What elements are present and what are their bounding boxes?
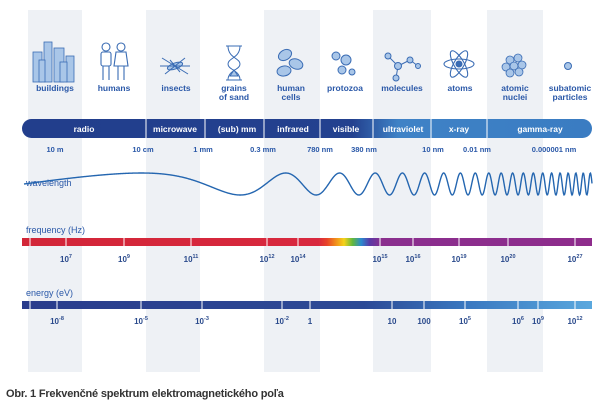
frequency-tick-label: 1027 bbox=[567, 254, 582, 264]
wavelength-tick-label: 1 mm bbox=[193, 145, 213, 154]
frequency-tick-label: 1019 bbox=[451, 254, 466, 264]
insect-icon bbox=[160, 57, 190, 75]
frequency-ticks: 107 109 1011 1012 1014 1015 1016 1019 1020 1027 bbox=[60, 254, 583, 264]
hourglass-icon bbox=[226, 45, 242, 81]
frequency-tick-label: 1011 bbox=[184, 254, 199, 264]
band-dividers bbox=[145, 119, 488, 138]
frequency-tick-label: 1015 bbox=[372, 254, 387, 264]
wavelength-ticks: 10 m 10 cm 1 mm 0.3 mm 780 nm 380 nm 10 nm 0.01… bbox=[46, 145, 576, 154]
wavelength-tick-label: 10 m bbox=[46, 145, 63, 154]
frequency-tick-label: 1012 bbox=[259, 254, 274, 264]
spectrum-figure: buildings humans insects grains of sand human… bbox=[22, 10, 593, 372]
object-label: grains of sand bbox=[219, 83, 249, 102]
molecule-icon bbox=[384, 52, 421, 82]
wavelength-tick-label: 0.000001 nm bbox=[532, 145, 577, 154]
band-bar-fill bbox=[22, 119, 592, 138]
wavelength-label: wavelength bbox=[25, 178, 72, 188]
protozoa-icon bbox=[331, 51, 356, 76]
wavelength-tick-label: 0.3 mm bbox=[250, 145, 276, 154]
energy-tick-label: 106 bbox=[512, 316, 524, 326]
frequency-label: frequency (Hz) bbox=[26, 225, 85, 235]
frequency-tick-label: 1014 bbox=[290, 254, 306, 264]
band-label: infrared bbox=[277, 124, 309, 134]
object-label: insects bbox=[161, 83, 191, 93]
energy-marks bbox=[29, 301, 576, 309]
band-label: ultraviolet bbox=[383, 124, 424, 134]
band-labels: radio microwave (sub) mm infrared visible ult… bbox=[74, 124, 563, 134]
frequency-tick-label: 1020 bbox=[500, 254, 515, 264]
band-bar: radio microwave (sub) mm infrared visible ult… bbox=[22, 119, 592, 138]
frequency-marks bbox=[29, 238, 576, 246]
object-labels: buildings humans insects grains of sand human… bbox=[36, 83, 591, 102]
band-label: visible bbox=[333, 124, 360, 134]
energy-tick-label: 10-3 bbox=[195, 316, 209, 326]
energy-label: energy (eV) bbox=[26, 288, 73, 298]
column-bg bbox=[146, 10, 200, 372]
energy-tick-label: 10-5 bbox=[134, 316, 148, 326]
energy-tick-label: 1 bbox=[308, 317, 313, 326]
wavelength-wave bbox=[23, 171, 593, 197]
figure-caption: Obr. 1 Frekvenčné spektrum elektromagnet… bbox=[6, 388, 284, 400]
energy-tick-label: 10-2 bbox=[275, 316, 289, 326]
energy-bar bbox=[22, 301, 592, 309]
object-label: atomic nuclei bbox=[501, 83, 529, 102]
humans-icon bbox=[100, 42, 129, 80]
frequency-tick-label: 107 bbox=[60, 254, 72, 264]
nucleus-icon bbox=[501, 53, 527, 78]
band-label: gamma-ray bbox=[517, 124, 563, 134]
cells-icon bbox=[276, 48, 304, 77]
frequency-bar bbox=[22, 238, 592, 246]
particle-icon bbox=[564, 62, 572, 70]
object-label: humans bbox=[98, 83, 131, 93]
band-label: radio bbox=[74, 124, 95, 134]
wavelength-tick-label: 0.01 nm bbox=[463, 145, 491, 154]
energy-tick-label: 1012 bbox=[567, 316, 582, 326]
wavelength-tick-label: 10 nm bbox=[422, 145, 444, 154]
frequency-tick-label: 1016 bbox=[405, 254, 420, 264]
object-label: human cells bbox=[277, 83, 305, 102]
wavelength-tick-label: 380 nm bbox=[351, 145, 377, 154]
band-label: microwave bbox=[153, 124, 197, 134]
band-label: (sub) mm bbox=[218, 124, 257, 134]
column-bg bbox=[373, 10, 431, 372]
energy-tick-label: 105 bbox=[459, 316, 471, 326]
object-label: buildings bbox=[36, 83, 74, 93]
wavelength-tick-label: 780 nm bbox=[307, 145, 333, 154]
object-label: protozoa bbox=[327, 83, 363, 93]
buildings-icon bbox=[32, 41, 75, 83]
energy-tick-label: 10 bbox=[388, 317, 397, 326]
frequency-tick-label: 109 bbox=[118, 254, 130, 264]
object-label: molecules bbox=[381, 83, 423, 93]
energy-tick-label: 10-8 bbox=[50, 316, 64, 326]
object-icons bbox=[32, 41, 572, 83]
atom-icon bbox=[443, 50, 475, 78]
spectrum-diagram: buildings humans insects grains of sand human… bbox=[22, 10, 593, 372]
energy-ticks: 10-8 10-5 10-3 10-2 1 10 100 105 106 109 1012 bbox=[50, 316, 582, 326]
object-label: subatomic particles bbox=[549, 83, 592, 102]
column-bg bbox=[264, 10, 320, 372]
object-label: atoms bbox=[447, 83, 472, 93]
wavelength-tick-label: 10 cm bbox=[132, 145, 154, 154]
band-label: x-ray bbox=[449, 124, 470, 134]
energy-tick-label: 109 bbox=[532, 316, 544, 326]
energy-tick-label: 100 bbox=[417, 317, 431, 326]
